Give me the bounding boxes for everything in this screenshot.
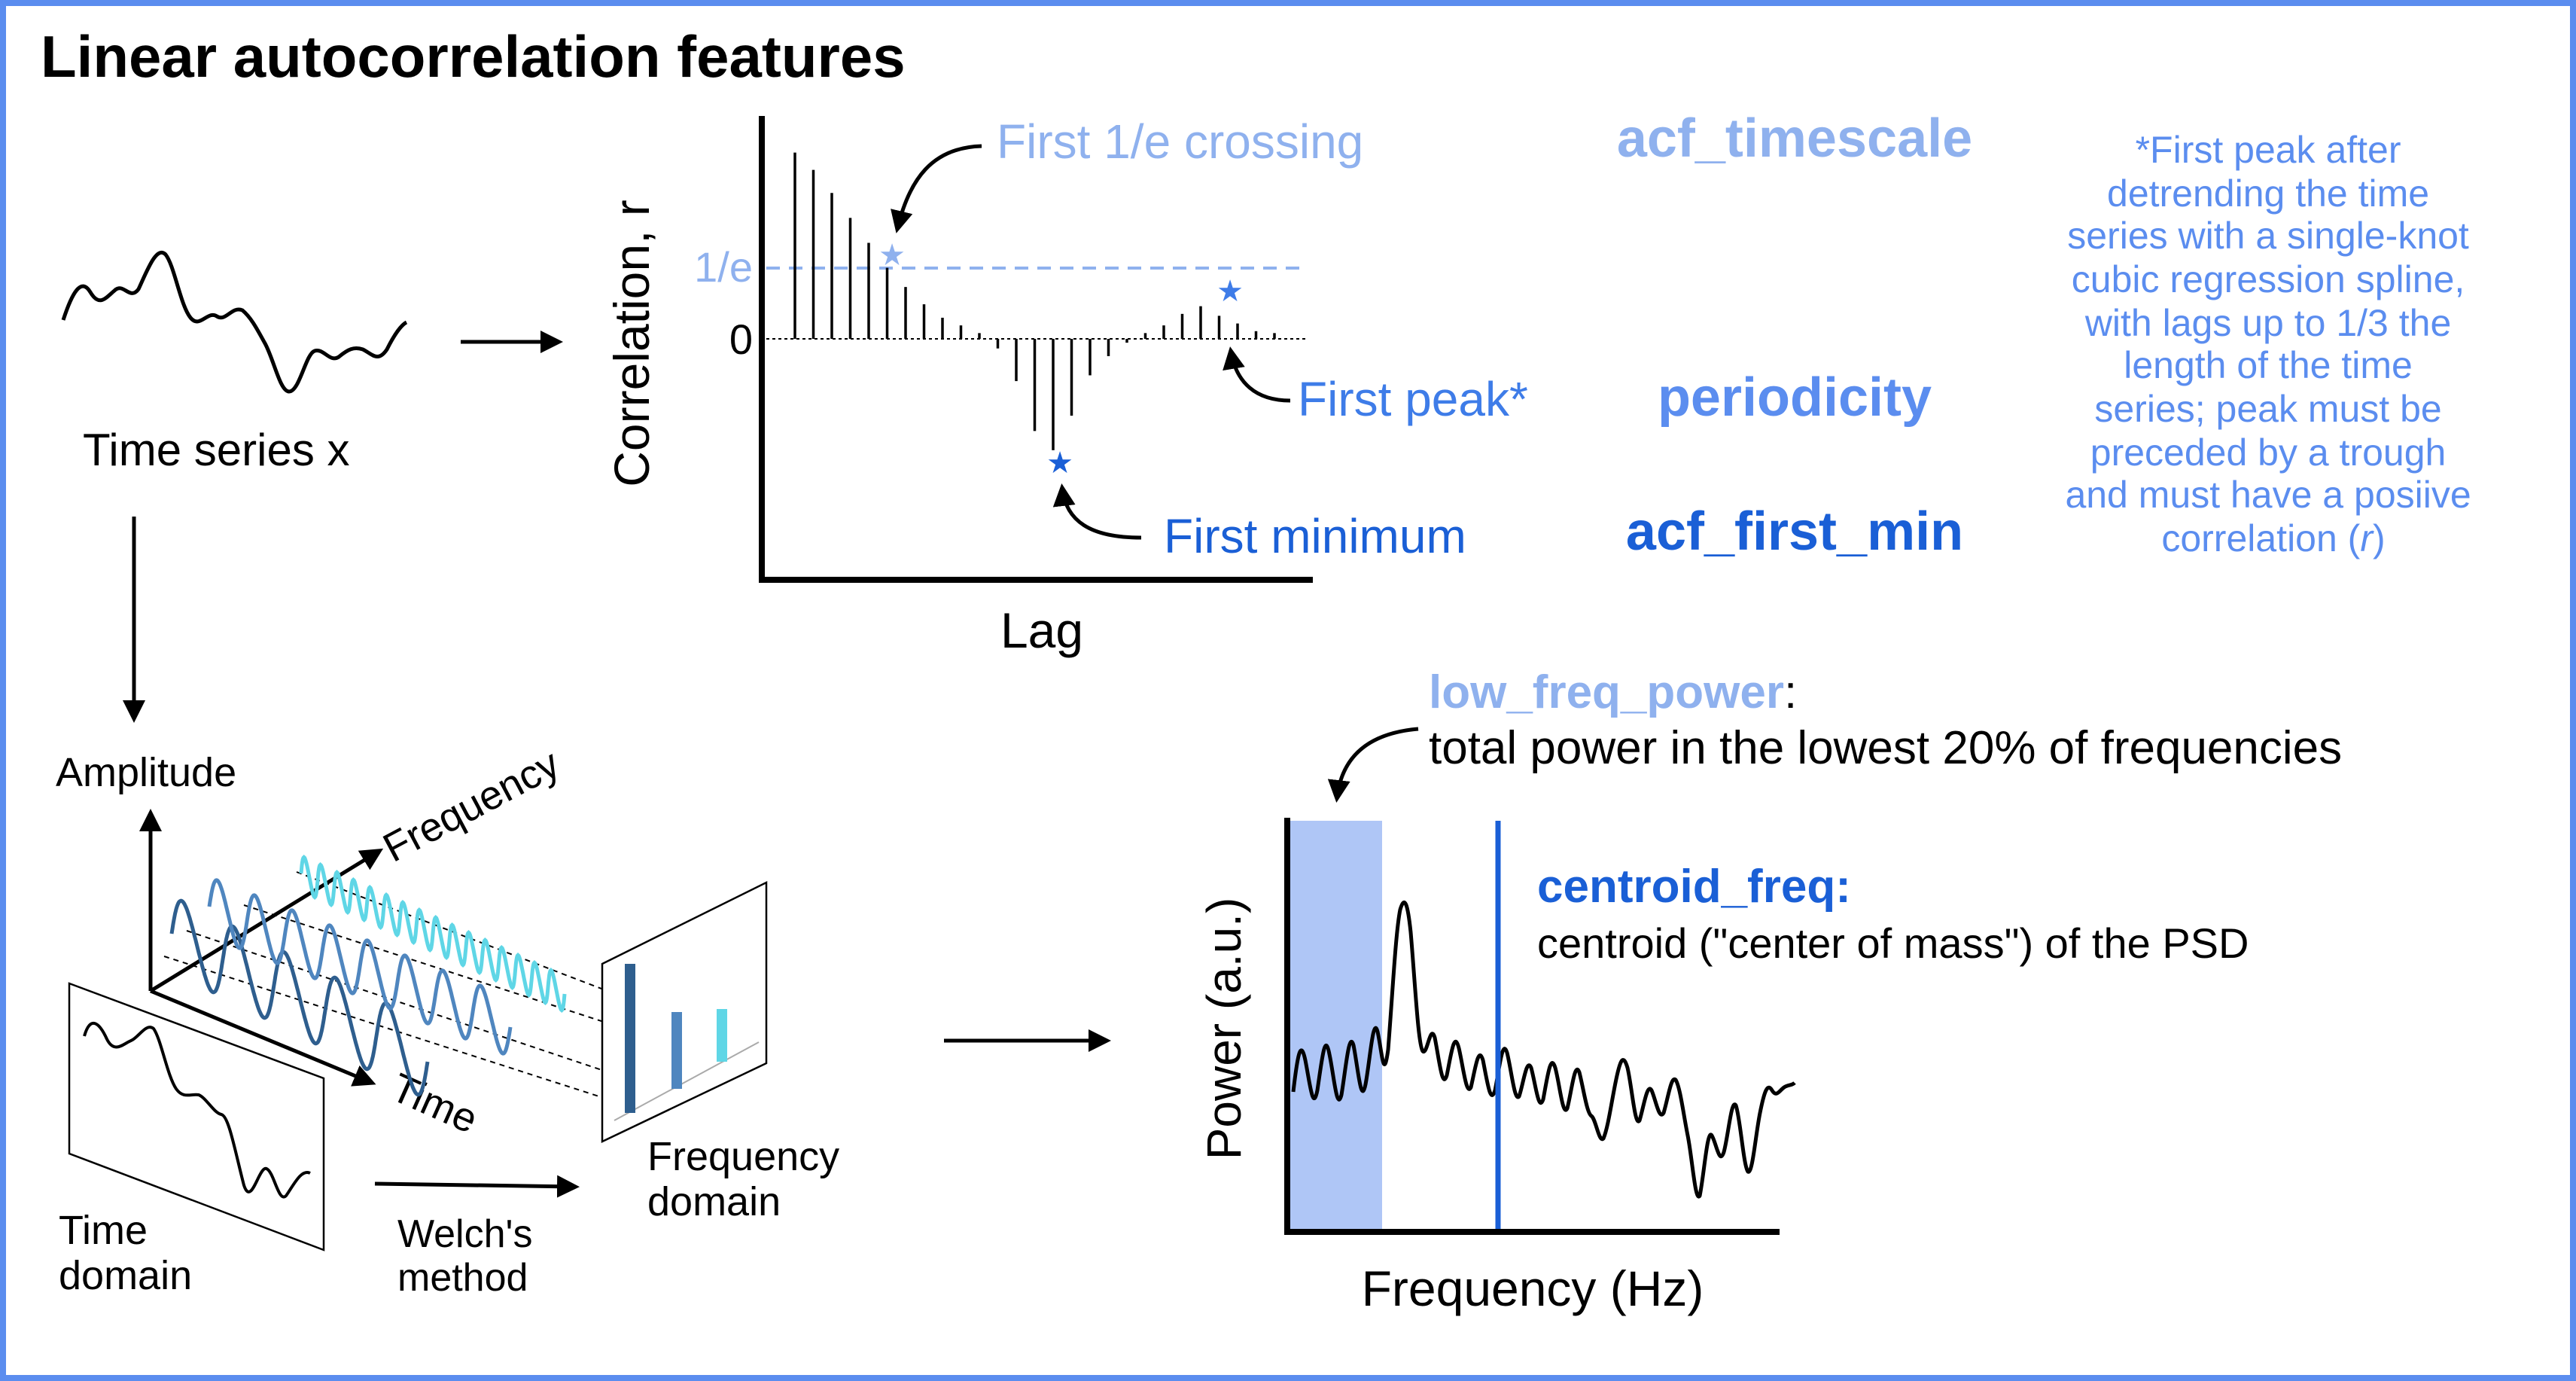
time-domain-label-line-2: domain	[59, 1253, 192, 1298]
footnote-line-1: *First peak after	[2136, 129, 2401, 171]
sine-wave-high	[299, 854, 567, 1014]
feature-acf-first-min: acf_first_min	[1626, 501, 1963, 562]
low-freq-power-name: low_freq_power	[1429, 666, 1784, 718]
psd-curve	[1291, 900, 1796, 1199]
footnote-line-4: cubic regression spline,	[2072, 258, 2465, 300]
minimum-star-icon: ★	[1046, 447, 1073, 480]
annotation-first-peak: First peak*	[1298, 372, 1528, 426]
feature-periodicity: periodicity	[1658, 367, 1932, 428]
fourier-diagram: Amplitude Frequency Time Time domain Fre…	[56, 741, 851, 1300]
psd-y-axis-label: Power (a.u.)	[1197, 898, 1251, 1160]
freq-bar-high	[717, 1009, 727, 1062]
annotation-first-minimum: First minimum	[1164, 509, 1466, 563]
time-series-curve	[61, 251, 408, 394]
time-axis-label: Time	[385, 1065, 484, 1142]
psd-x-axis-label: Frequency (Hz)	[1362, 1261, 1704, 1316]
frequency-domain-label-line-2: domain	[647, 1179, 781, 1224]
footnote-close-paren: )	[2373, 517, 2386, 559]
sine-wave-mid	[207, 878, 513, 1056]
feature-acf-timescale: acf_timescale	[1617, 108, 1972, 169]
crossing-star-icon: ★	[878, 239, 906, 272]
freq-bar-low	[625, 964, 635, 1113]
annotation-first-crossing: First 1/e crossing	[997, 114, 1363, 169]
time-domain-panel	[68, 982, 325, 1251]
frequency-domain-label-line-1: Frequency	[647, 1134, 839, 1179]
acf-tick-1e: 1/e	[694, 243, 753, 291]
freq-bar-mid	[671, 1012, 682, 1089]
frequency-domain-baseline	[614, 1041, 760, 1121]
time-domain-signal	[83, 1021, 311, 1199]
footnote-line-10-text: correlation (	[2161, 517, 2360, 559]
low-freq-annotation-arrow	[1327, 727, 1419, 803]
welch-label: Welch's method	[397, 1212, 544, 1300]
footnote-line-9: and must have a posiive	[2065, 474, 2471, 516]
low-freq-band	[1287, 821, 1382, 1232]
time-domain-label: Time domain	[59, 1208, 192, 1298]
acf-y-axis-label: Correlation, r	[604, 200, 659, 486]
acf-lag-bars	[793, 152, 1276, 450]
centroid-freq-title: centroid_freq:	[1537, 861, 1851, 913]
welch-arrow	[374, 1175, 580, 1198]
frequency-domain-panel	[601, 880, 768, 1143]
amplitude-label: Amplitude	[56, 750, 236, 795]
peak-star-icon: ★	[1216, 275, 1244, 308]
figure-title: Linear autocorrelation features	[41, 23, 906, 90]
centroid-freq-description: centroid ("center of mass") of the PSD	[1537, 919, 2249, 967]
footnote-line-2: detrending the time	[2107, 172, 2429, 215]
time-domain-label-line-1: Time	[59, 1208, 148, 1253]
peak-annotation-arrow	[1223, 346, 1291, 403]
footnote: *First peak after detrending the time se…	[2065, 129, 2481, 559]
minimum-annotation-arrow	[1052, 483, 1142, 540]
welch-label-line-2: method	[397, 1256, 528, 1300]
footnote-italic-r: r	[2360, 517, 2374, 559]
low-freq-power-title: low_freq_power:	[1429, 666, 1797, 718]
welch-label-line-1: Welch's	[397, 1212, 532, 1256]
time-series-label: Time series x	[83, 425, 350, 475]
projection-line-3	[186, 930, 636, 1082]
frequency-axis-label: Frequency	[376, 741, 566, 871]
frequency-domain-label: Frequency domain	[647, 1134, 851, 1224]
low-freq-power-colon: :	[1784, 666, 1797, 718]
acf-tick-0: 0	[729, 316, 753, 363]
footnote-line-8: preceded by a trough	[2090, 431, 2447, 474]
footnote-line-6: length of the time	[2124, 344, 2413, 386]
psd-plot: Power (a.u.) Frequency (Hz) low_freq_pow…	[1197, 666, 2342, 1316]
footnote-line-3: series with a single-knot	[2067, 215, 2469, 257]
time-axis	[150, 989, 376, 1087]
acf-x-axis-label: Lag	[1000, 602, 1083, 658]
sine-wave-low	[169, 898, 430, 1097]
footnote-line-10: correlation (r)	[2161, 517, 2385, 559]
figure-canvas: Linear autocorrelation features Time ser…	[41, 23, 2481, 1316]
crossing-annotation-arrow	[891, 144, 982, 233]
footnote-line-7: series; peak must be	[2094, 388, 2441, 430]
acf-plot: 1/e 0 Correlation, r Lag ★ ★ ★ First 1/e…	[604, 114, 1528, 658]
footnote-line-5: with lags up to 1/3 the	[2084, 302, 2451, 344]
low-freq-power-description: total power in the lowest 20% of frequen…	[1429, 722, 2342, 774]
